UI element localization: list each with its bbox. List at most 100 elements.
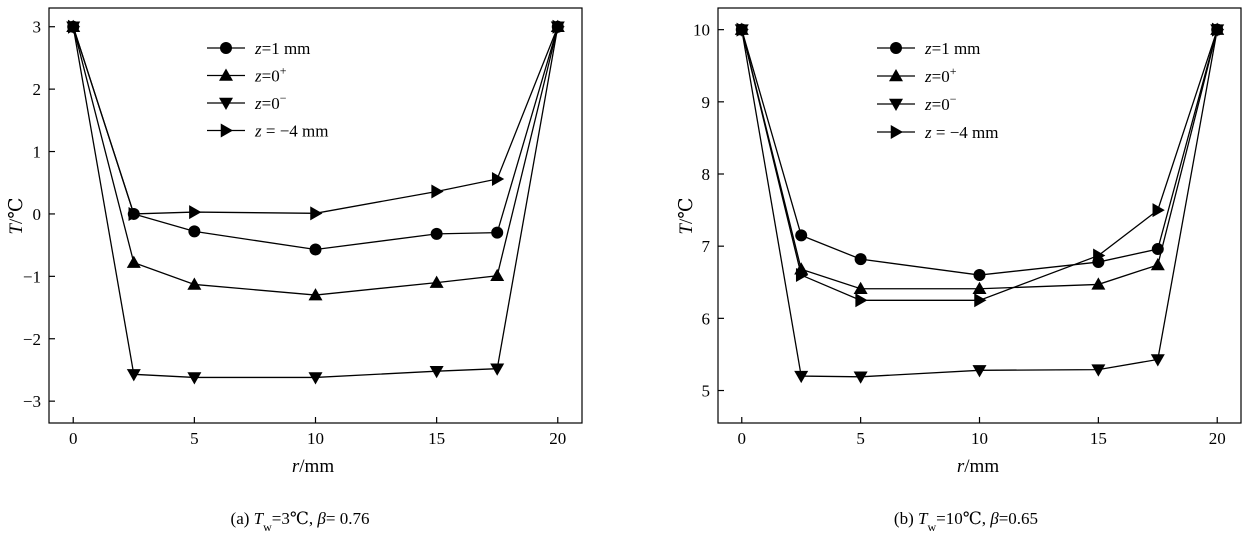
data-point xyxy=(853,281,868,295)
y-tick-label: 0 xyxy=(33,205,42,224)
data-point xyxy=(126,369,141,382)
legend-marker xyxy=(219,97,233,110)
legend-entry: z=0− xyxy=(207,91,287,113)
legend-marker xyxy=(889,98,903,111)
data-point xyxy=(431,184,444,199)
data-point xyxy=(189,205,202,220)
data-point xyxy=(795,268,809,283)
y-tick-label: 10 xyxy=(693,21,710,40)
y-tick-label: 3 xyxy=(33,18,42,37)
data-point xyxy=(1091,277,1106,290)
legend-entry: z=0+ xyxy=(207,64,287,86)
legend-label: z=0− xyxy=(924,92,957,114)
data-point xyxy=(974,293,987,308)
data-point xyxy=(1211,22,1225,37)
series-line xyxy=(741,29,1218,378)
legend-label: z=0+ xyxy=(924,64,957,86)
data-point xyxy=(795,229,808,242)
x-tick-label: 20 xyxy=(549,429,566,448)
data-point xyxy=(1150,257,1165,271)
x-tick-label: 10 xyxy=(971,429,988,448)
data-point xyxy=(972,365,987,378)
y-tick-label: 1 xyxy=(33,143,42,162)
data-point xyxy=(188,225,201,238)
data-point xyxy=(187,277,202,290)
legend-label: z=0− xyxy=(254,91,287,113)
data-point xyxy=(1152,203,1165,218)
y-tick-label: 9 xyxy=(702,93,711,112)
y-tick-label: −3 xyxy=(23,392,41,411)
x-axis-label: r/mm xyxy=(957,456,999,477)
data-point xyxy=(973,269,986,282)
data-point xyxy=(490,363,505,376)
data-point xyxy=(1093,248,1106,263)
data-point xyxy=(491,171,505,186)
y-tick-label: 7 xyxy=(702,237,711,256)
data-point xyxy=(855,293,868,308)
panel-caption: (a) Tw=3℃, β= 0.76 xyxy=(231,509,370,534)
series-4 xyxy=(67,19,565,221)
legend-marker xyxy=(889,69,903,82)
legend-label: z = −4 mm xyxy=(924,123,999,142)
data-point xyxy=(128,206,141,221)
legend-label: z=0+ xyxy=(254,64,287,86)
legend-entry: z=0− xyxy=(877,92,957,114)
series-line xyxy=(741,29,1218,276)
series-1 xyxy=(735,23,1224,282)
legend-marker xyxy=(890,42,902,54)
y-tick-label: −1 xyxy=(23,267,41,286)
data-point xyxy=(1150,354,1165,367)
series-line xyxy=(72,26,559,379)
series-2 xyxy=(734,22,1225,295)
data-point xyxy=(308,288,323,301)
data-point xyxy=(552,19,565,34)
legend-entry: z = −4 mm xyxy=(207,122,329,141)
data-point xyxy=(491,226,504,239)
data-point xyxy=(794,370,809,384)
data-point xyxy=(430,227,443,240)
data-point xyxy=(310,206,323,221)
data-point xyxy=(490,268,505,281)
y-tick-label: 8 xyxy=(702,165,711,184)
legend: z=1 mm z=0+ z=0− z = −4 mm xyxy=(877,39,999,142)
data-point xyxy=(309,243,322,256)
series-3 xyxy=(734,24,1225,384)
legend-entry: z=1 mm xyxy=(207,39,310,58)
series-line xyxy=(741,29,1218,301)
y-tick-label: −2 xyxy=(23,330,41,349)
y-axis-label: T/℃ xyxy=(6,197,27,234)
series-3 xyxy=(66,21,565,385)
x-axis-label: r/mm xyxy=(292,456,334,477)
legend-marker xyxy=(219,68,233,81)
data-point xyxy=(429,275,444,288)
x-tick-label: 10 xyxy=(307,429,324,448)
x-tick-label: 5 xyxy=(190,429,199,448)
legend: z=1 mm z=0+ z=0− z = −4 mm xyxy=(207,39,329,141)
data-point xyxy=(126,255,141,268)
data-point xyxy=(853,371,868,384)
data-point xyxy=(736,22,749,37)
y-tick-label: 5 xyxy=(702,382,711,401)
legend-marker xyxy=(220,42,232,54)
legend-label: z=1 mm xyxy=(254,39,310,58)
legend-label: z=1 mm xyxy=(924,39,980,58)
data-point xyxy=(972,281,987,295)
series-line xyxy=(741,29,1218,290)
y-axis-label: T/℃ xyxy=(676,197,697,234)
data-point xyxy=(429,365,444,379)
legend-entry: z=1 mm xyxy=(877,39,980,58)
series-4 xyxy=(736,22,1225,308)
x-tick-label: 0 xyxy=(738,429,747,448)
plot-frame xyxy=(717,7,1242,424)
data-point xyxy=(854,253,867,266)
data-point xyxy=(187,372,202,385)
panel-caption: (b) Tw=10℃, β=0.65 xyxy=(894,509,1038,534)
data-point xyxy=(1091,364,1106,377)
chart-panel-b: 0 5 10 15 20 5 6 7 8 9 10 r/mm T/℃ z=1 mm z=0+ z=0− z = … xyxy=(676,7,1242,534)
legend-entry: z = −4 mm xyxy=(877,123,999,142)
x-tick-label: 15 xyxy=(428,429,445,448)
series-line xyxy=(72,26,559,215)
x-tick-label: 15 xyxy=(1090,429,1107,448)
